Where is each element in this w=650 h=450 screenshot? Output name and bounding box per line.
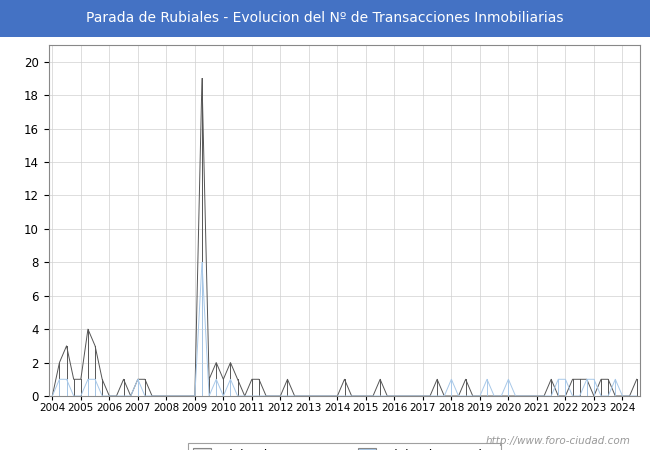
Legend: Viviendas Nuevas, Viviendas Usadas: Viviendas Nuevas, Viviendas Usadas xyxy=(188,443,501,450)
Text: Parada de Rubiales - Evolucion del Nº de Transacciones Inmobiliarias: Parada de Rubiales - Evolucion del Nº de… xyxy=(86,11,564,26)
Text: http://www.foro-ciudad.com: http://www.foro-ciudad.com xyxy=(486,436,630,446)
